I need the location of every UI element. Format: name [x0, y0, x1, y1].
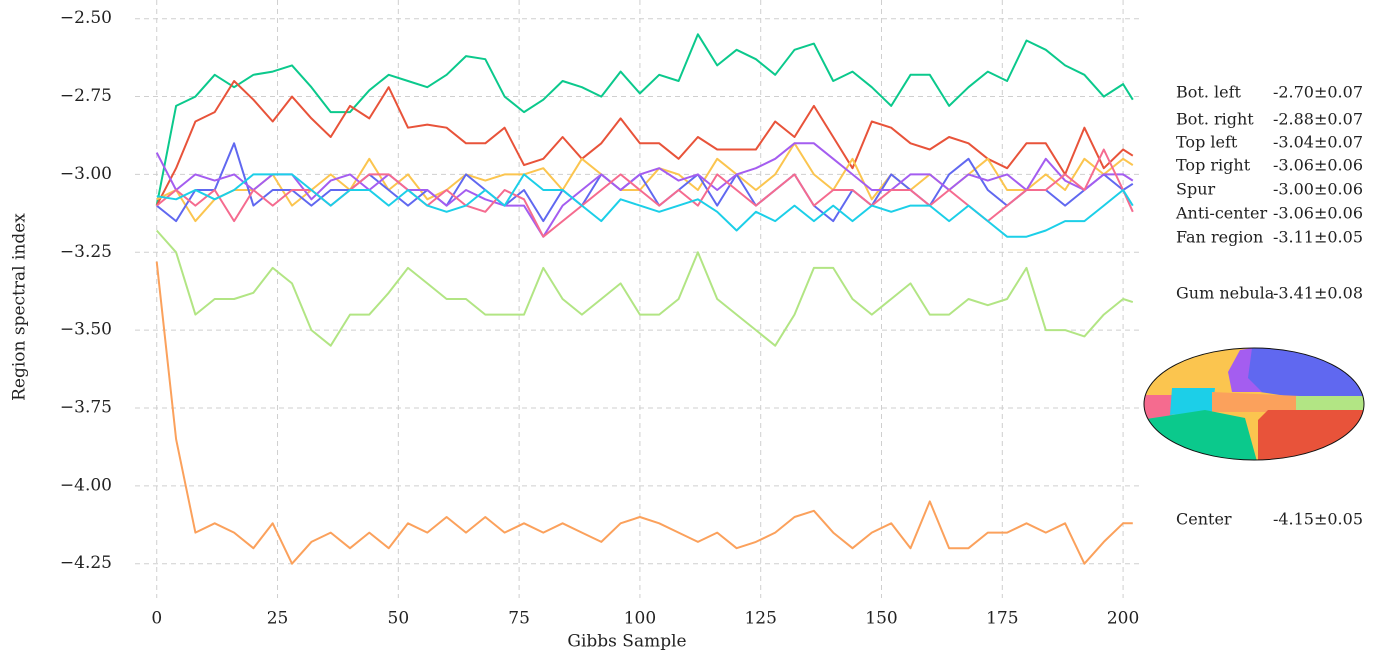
y-tick-label: −3.50: [60, 320, 112, 340]
y-tick-label: −3.75: [60, 398, 112, 418]
x-tick-label: 75: [508, 609, 530, 629]
x-tick-label: 175: [986, 609, 1018, 629]
x-tick-label: 0: [151, 609, 162, 629]
legend-label: Center: [1176, 510, 1232, 529]
legend-label: Spur: [1176, 180, 1216, 199]
x-tick-label: 150: [865, 609, 897, 629]
legend-label: Fan region: [1176, 228, 1263, 247]
series-line: [155, 261, 1133, 565]
series-line: [155, 33, 1134, 206]
y-tick-label: −2.75: [60, 86, 112, 106]
legend-value: -3.11±0.05: [1273, 228, 1363, 247]
y-tick-label: −2.50: [60, 8, 112, 28]
legend-label: Top left: [1176, 133, 1238, 152]
series-line: [155, 142, 1134, 238]
series-line: [155, 229, 1134, 347]
series-line: [156, 148, 1134, 238]
y-axis-label: Region spectral index: [10, 213, 30, 401]
y-tick-label: −3.25: [60, 242, 112, 262]
legend-value: -3.00±0.06: [1273, 180, 1363, 199]
x-tick-label: 200: [1107, 609, 1139, 629]
x-tick-label: 125: [744, 609, 776, 629]
legend-label: Anti-center: [1175, 204, 1267, 223]
x-tick-label: 50: [388, 609, 410, 629]
legend-value: -2.70±0.07: [1273, 83, 1363, 102]
region-map: [1143, 347, 1365, 461]
legend-label: Bot. left: [1176, 83, 1242, 102]
legend-label: Top right: [1176, 156, 1251, 175]
series-line: [155, 80, 1134, 207]
legend-label: Gum nebula: [1176, 284, 1275, 303]
y-tick-label: −3.00: [60, 164, 112, 184]
legend-value: -3.06±0.06: [1273, 204, 1363, 223]
legend-value: -3.41±0.08: [1273, 284, 1363, 303]
legend-value: -2.88±0.07: [1273, 110, 1363, 129]
legend-value: -3.04±0.07: [1273, 133, 1363, 152]
series-line: [156, 173, 1134, 238]
y-tick-label: −4.25: [60, 553, 112, 573]
x-axis-label: Gibbs Sample: [567, 632, 686, 652]
legend-label: Bot. right: [1176, 110, 1254, 129]
series-line: [156, 142, 1134, 223]
x-tick-label: 100: [624, 609, 656, 629]
x-tick-label: 25: [267, 609, 289, 629]
legend-value: -4.15±0.05: [1273, 510, 1363, 529]
y-tick-label: −4.00: [60, 475, 112, 495]
legend-value: -3.06±0.06: [1273, 156, 1363, 175]
